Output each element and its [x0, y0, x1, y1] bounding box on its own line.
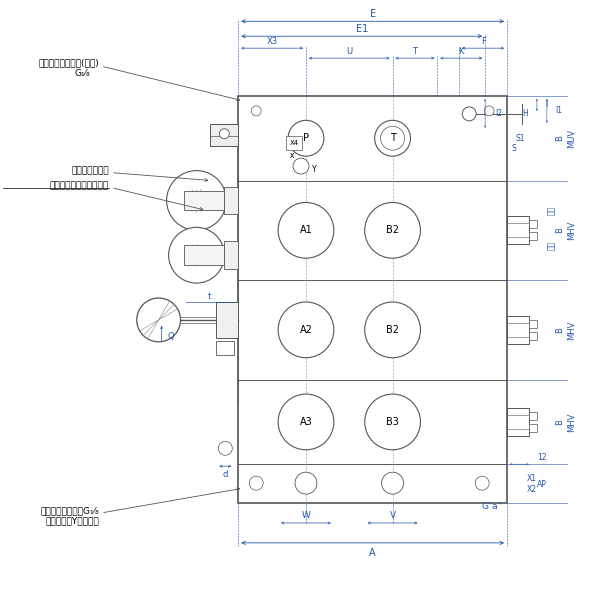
Bar — [529, 232, 537, 240]
Text: X2: X2 — [527, 485, 537, 494]
Bar — [507, 316, 529, 344]
Bar — [238, 96, 507, 503]
Text: 12: 12 — [537, 453, 547, 462]
Circle shape — [295, 472, 317, 494]
Circle shape — [380, 127, 404, 150]
Bar — [529, 424, 537, 432]
Text: AP: AP — [537, 479, 547, 488]
Text: G₁⁄₈: G₁⁄₈ — [74, 68, 90, 77]
Bar — [224, 241, 238, 269]
Text: B3: B3 — [386, 417, 399, 427]
Bar — [507, 408, 529, 436]
Circle shape — [220, 129, 229, 139]
Text: l1: l1 — [555, 106, 562, 115]
Circle shape — [251, 106, 261, 116]
Text: G"a": G"a" — [482, 502, 502, 511]
Text: V: V — [389, 511, 395, 520]
Bar — [217, 341, 235, 355]
Text: B: B — [555, 419, 564, 425]
Text: X3: X3 — [266, 37, 278, 46]
Text: B2: B2 — [386, 226, 399, 235]
Circle shape — [365, 302, 421, 358]
Text: E1: E1 — [356, 24, 368, 34]
Circle shape — [167, 170, 226, 230]
Text: B: B — [555, 227, 564, 233]
Text: パイロットポートG₁⁄₈: パイロットポートG₁⁄₈ — [40, 506, 99, 515]
Circle shape — [278, 202, 334, 258]
Text: W: W — [302, 511, 310, 520]
Text: t: t — [208, 292, 211, 301]
Text: MHV: MHV — [567, 320, 576, 340]
Circle shape — [288, 121, 324, 156]
Bar — [217, 302, 238, 338]
Text: Y: Y — [311, 164, 316, 173]
Bar — [529, 220, 537, 229]
Circle shape — [278, 394, 334, 450]
Bar — [529, 320, 537, 328]
Text: l: l — [545, 100, 547, 109]
Text: A3: A3 — [299, 417, 313, 427]
Circle shape — [293, 158, 309, 174]
Text: H: H — [522, 109, 528, 118]
Circle shape — [278, 302, 334, 358]
Text: S: S — [511, 144, 516, 153]
Text: l2: l2 — [495, 109, 502, 118]
Text: B2: B2 — [386, 325, 399, 335]
Text: X4: X4 — [289, 140, 299, 146]
Circle shape — [365, 202, 421, 258]
Text: MHV: MHV — [567, 221, 576, 240]
Circle shape — [169, 227, 224, 283]
Text: パイロットポート(上面): パイロットポート(上面) — [38, 59, 99, 68]
Circle shape — [137, 298, 181, 342]
Circle shape — [374, 121, 410, 156]
Bar — [286, 136, 302, 150]
Text: x: x — [290, 151, 294, 160]
Text: 振分: 振分 — [547, 241, 556, 250]
Text: T: T — [412, 47, 418, 56]
Text: MHV: MHV — [567, 412, 576, 431]
Circle shape — [365, 394, 421, 450]
Text: T: T — [389, 133, 395, 143]
Text: ねじ式圧力調整: ねじ式圧力調整 — [71, 166, 109, 175]
Circle shape — [475, 476, 489, 490]
Text: 振分: 振分 — [547, 206, 556, 215]
Bar — [184, 245, 224, 265]
Text: d: d — [223, 470, 228, 479]
Text: A: A — [370, 548, 376, 558]
Text: MUV: MUV — [567, 128, 576, 148]
Text: B: B — [555, 136, 564, 141]
Bar — [529, 332, 537, 340]
Circle shape — [382, 472, 404, 494]
Text: F: F — [481, 37, 485, 46]
Circle shape — [462, 107, 476, 121]
Circle shape — [249, 476, 263, 490]
Circle shape — [484, 106, 494, 116]
Text: A2: A2 — [299, 325, 313, 335]
Text: B: B — [555, 327, 564, 333]
Bar — [507, 217, 529, 244]
Text: U: U — [346, 47, 352, 56]
Circle shape — [218, 442, 232, 455]
Text: K: K — [458, 47, 464, 56]
Text: （裏面）（Yポート）: （裏面）（Yポート） — [45, 517, 99, 526]
Text: E: E — [370, 10, 376, 19]
Text: 最高圧力制限用止めねじ: 最高圧力制限用止めねじ — [50, 181, 109, 190]
Text: Q: Q — [167, 332, 174, 341]
Bar — [211, 124, 238, 146]
Bar — [224, 187, 238, 214]
Text: A1: A1 — [299, 226, 313, 235]
Text: X1: X1 — [527, 473, 537, 482]
Bar — [184, 191, 224, 211]
Text: P: P — [303, 133, 309, 143]
Bar — [529, 412, 537, 420]
Text: S1: S1 — [515, 134, 524, 143]
